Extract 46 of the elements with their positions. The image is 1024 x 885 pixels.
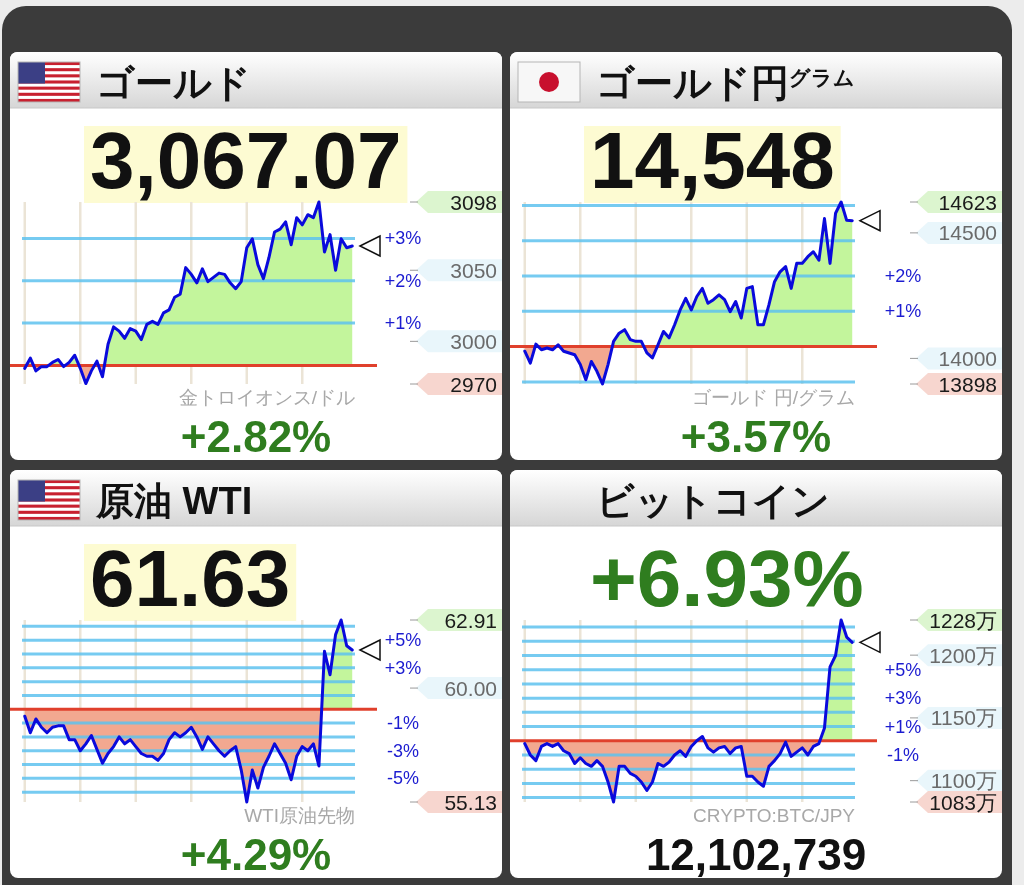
text: ゴールド 円/グラム (692, 387, 855, 408)
text: 金トロイオンス/ドル (178, 387, 355, 408)
chart-subtitle: 3,067.07 (90, 116, 402, 205)
chart-subtitle: 14,548 (590, 116, 835, 205)
y2-tick-label: 14500 (938, 221, 997, 245)
chart-title: 原油 WTI (95, 480, 253, 522)
y2-tick-label: 1228万 (929, 608, 997, 632)
y2-tick-label: 13898 (938, 372, 997, 396)
y-tick-label: +3% (884, 688, 922, 709)
chart-title: ビットコイン (596, 480, 830, 522)
chart-subtitle: +6.93% (590, 534, 864, 623)
text: 12,102,739 (645, 830, 867, 879)
y2-tick-label: 1083万 (929, 790, 997, 814)
text: +4.29% (180, 830, 332, 879)
y2-tick-label: 1150万 (930, 706, 997, 730)
y2-tick-label: 62.91 (444, 608, 497, 632)
chart-subtitle: 61.63 (90, 534, 291, 623)
y-tick-label: -1% (386, 713, 420, 734)
text: +3.57% (680, 412, 832, 461)
y-tick-label: +1% (884, 301, 922, 322)
y-tick-label: -5% (386, 768, 420, 789)
y-tick-label: +3% (384, 657, 422, 678)
y-tick-label: -1% (886, 744, 920, 765)
y2-tick-label: 1100万 (930, 769, 997, 793)
y-tick-label: +5% (384, 630, 422, 651)
y-tick-label: +3% (384, 228, 422, 249)
y2-tick-label: 1200万 (929, 643, 997, 667)
text: WTI原油先物 (244, 805, 355, 826)
y-tick-label: +1% (884, 716, 922, 737)
y2-tick-label: 55.13 (444, 790, 497, 814)
y2-tick-label: 14000 (938, 346, 997, 370)
y2-tick-label: 14623 (938, 190, 997, 214)
y-tick-label: +2% (384, 270, 422, 291)
chart-title: ゴールド (96, 62, 251, 104)
y-tick-label: +5% (884, 659, 922, 680)
y2-tick-label: 60.00 (444, 676, 497, 700)
text: +2.82% (180, 412, 332, 461)
y2-tick-label: 3000 (450, 329, 497, 353)
y-tick-label: +1% (384, 313, 422, 334)
text: CRYPTO:BTC/JPY (693, 805, 856, 826)
y2-tick-label: 3098 (450, 190, 497, 214)
y-tick-label: -3% (386, 740, 420, 761)
y2-tick-label: 2970 (450, 372, 497, 396)
chart-title: ゴールド円$^{グラム}$ (596, 62, 855, 104)
y-tick-label: +2% (884, 266, 922, 287)
y2-tick-label: 3050 (450, 258, 497, 282)
